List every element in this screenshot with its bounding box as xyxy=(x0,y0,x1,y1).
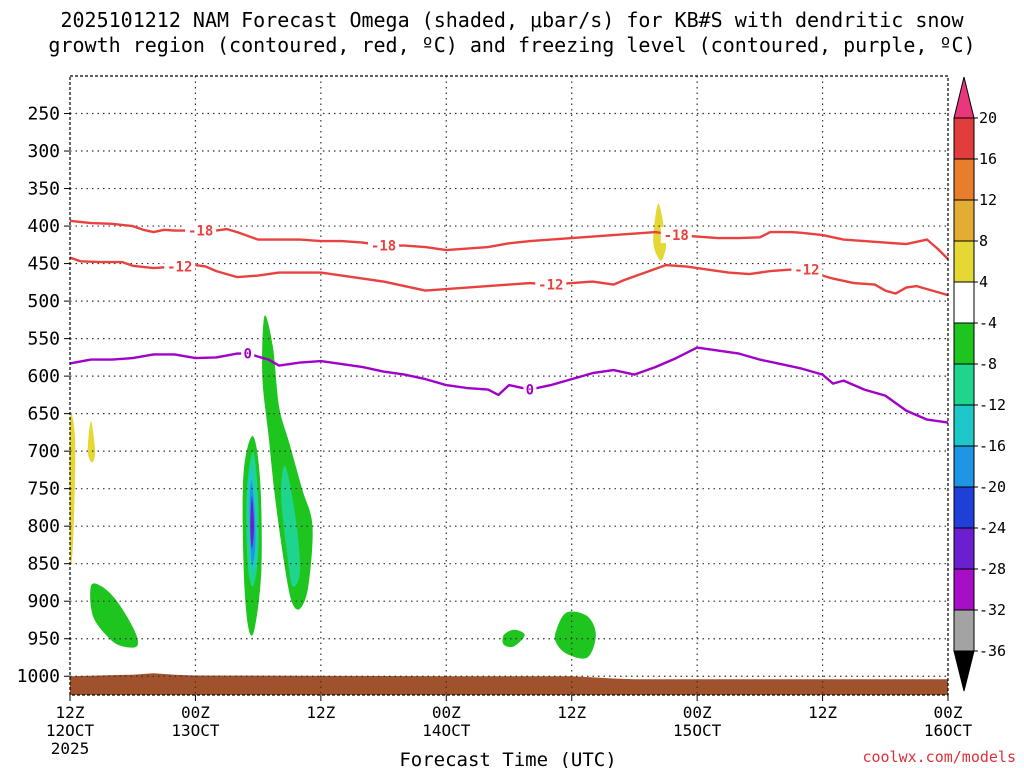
y-tick-label: 950 xyxy=(27,629,60,650)
chart-title: 2025101212 NAM Forecast Omega (shaded, μ… xyxy=(0,8,1024,58)
colorbar: 20 16 12 8 4 -4 -8 -12 -16 -20 -24 -28 -32 -36 xyxy=(953,76,1006,692)
omega-shaded-region xyxy=(502,629,525,647)
y-tick-label: 450 xyxy=(27,254,60,275)
colorbar-label: -28 xyxy=(979,560,1006,578)
contour-label: -18 xyxy=(371,239,396,255)
plot-border xyxy=(69,75,949,696)
colorbar-label: -8 xyxy=(979,355,997,373)
colorbar-swatch xyxy=(953,158,975,201)
contour-label-bg xyxy=(535,276,567,293)
colorbar-label: -36 xyxy=(979,642,1006,660)
contour-label: -12 xyxy=(538,278,563,294)
colorbar-swatch xyxy=(953,322,975,365)
contour-label-bg xyxy=(660,227,692,244)
colorbar-swatch xyxy=(953,609,975,652)
x-tick-hour: 00Z xyxy=(432,703,461,722)
omega-shading-layer xyxy=(69,203,667,659)
x-tick-date: 13OCT xyxy=(171,721,220,740)
watermark: coolwx.com/models xyxy=(862,748,1016,766)
colorbar-label: 20 xyxy=(979,109,997,127)
colorbar-bottom-arrow xyxy=(953,650,975,692)
colorbar-label: 12 xyxy=(979,191,997,209)
y-tick-label: 500 xyxy=(27,291,60,312)
y-tick-label: 850 xyxy=(27,554,60,575)
colorbar-top-arrow xyxy=(953,76,975,119)
y-tick-label: 250 xyxy=(27,104,60,125)
colorbar-swatch xyxy=(953,281,975,324)
colorbar-label: -24 xyxy=(979,519,1006,537)
x-tick-hour: 00Z xyxy=(683,703,712,722)
colorbar-swatch xyxy=(953,445,975,488)
colorbar-label: 8 xyxy=(979,232,988,250)
contour-label: 0 xyxy=(526,383,534,399)
contour-label: -12 xyxy=(167,260,192,276)
colorbar-swatch xyxy=(953,240,975,283)
x-tick-date: 12OCT xyxy=(46,721,95,740)
contour-label-bg xyxy=(164,258,196,275)
y-tick-label: 550 xyxy=(27,329,60,350)
colorbar-label: 4 xyxy=(979,273,988,291)
contour-label: -12 xyxy=(794,263,819,279)
x-tick-hour: 00Z xyxy=(181,703,210,722)
colorbar-label: -16 xyxy=(979,437,1006,455)
x-tick-date: 16OCT xyxy=(924,721,973,740)
contour-label: -18 xyxy=(664,228,689,244)
contour-label-bg xyxy=(185,222,217,239)
colorbar-swatch xyxy=(953,486,975,529)
colorbar-label: -20 xyxy=(979,478,1006,496)
y-tick-label: 700 xyxy=(27,441,60,462)
omega-shaded-region xyxy=(90,583,139,648)
x-axis-title: Forecast Time (UTC) xyxy=(399,749,616,768)
omega-shaded-region xyxy=(87,421,96,463)
plot-frame xyxy=(69,75,949,696)
colorbar-label: -12 xyxy=(979,396,1006,414)
omega-shaded-region xyxy=(250,496,254,549)
terrain-layer xyxy=(70,673,948,695)
x-tick-year: 2025 xyxy=(51,739,90,758)
x-tick-hour: 12Z xyxy=(56,703,85,722)
terrain-fill xyxy=(70,673,948,695)
colorbar-label: 16 xyxy=(979,150,997,168)
colorbar-swatch xyxy=(953,363,975,406)
contour-line xyxy=(69,256,949,297)
colorbar-swatch xyxy=(953,199,975,242)
x-tick-hour: 12Z xyxy=(557,703,586,722)
y-tick-label: 300 xyxy=(27,141,60,162)
colorbar-label: -4 xyxy=(979,314,997,332)
chart-title-line-2: growth region (contoured, red, ºC) and f… xyxy=(48,33,976,57)
colorbar-swatch xyxy=(953,568,975,611)
omega-shaded-region xyxy=(262,315,313,610)
contour-label: -18 xyxy=(188,224,213,240)
contour-label: 0 xyxy=(243,347,251,363)
colorbar-swatch xyxy=(953,404,975,447)
x-tick-hour: 00Z xyxy=(934,703,963,722)
y-tick-label: 1000 xyxy=(17,666,60,687)
chart-title-line-1: 2025101212 NAM Forecast Omega (shaded, μ… xyxy=(60,8,964,32)
colorbar-swatch xyxy=(953,117,975,160)
contour-label-bg xyxy=(791,261,823,278)
y-tick-label: 900 xyxy=(27,591,60,612)
y-axis: 250 300 350 400 450 500 550 600 650 700 750 800 850 9… xyxy=(17,104,70,687)
y-tick-label: 600 xyxy=(27,366,60,387)
y-tick-label: 650 xyxy=(27,404,60,425)
x-tick-date: 14OCT xyxy=(422,721,471,740)
contour-line xyxy=(69,346,949,424)
contour-label-bg xyxy=(241,345,255,362)
x-tick-hour: 12Z xyxy=(306,703,335,722)
y-tick-label: 750 xyxy=(27,479,60,500)
grid-layer xyxy=(70,76,948,695)
x-tick-date: 15OCT xyxy=(673,721,722,740)
x-tick-hour: 12Z xyxy=(808,703,837,722)
y-tick-label: 800 xyxy=(27,516,60,537)
contour-layer: -18 -18 -18 -12 -12 -12 0 0 xyxy=(69,219,949,424)
y-tick-label: 350 xyxy=(27,179,60,200)
contour-label-bg xyxy=(368,237,400,254)
colorbar-label: -32 xyxy=(979,601,1006,619)
omega-shaded-region xyxy=(554,611,596,659)
colorbar-swatch xyxy=(953,527,975,570)
contour-label-bg xyxy=(523,381,537,398)
y-tick-label: 400 xyxy=(27,216,60,237)
